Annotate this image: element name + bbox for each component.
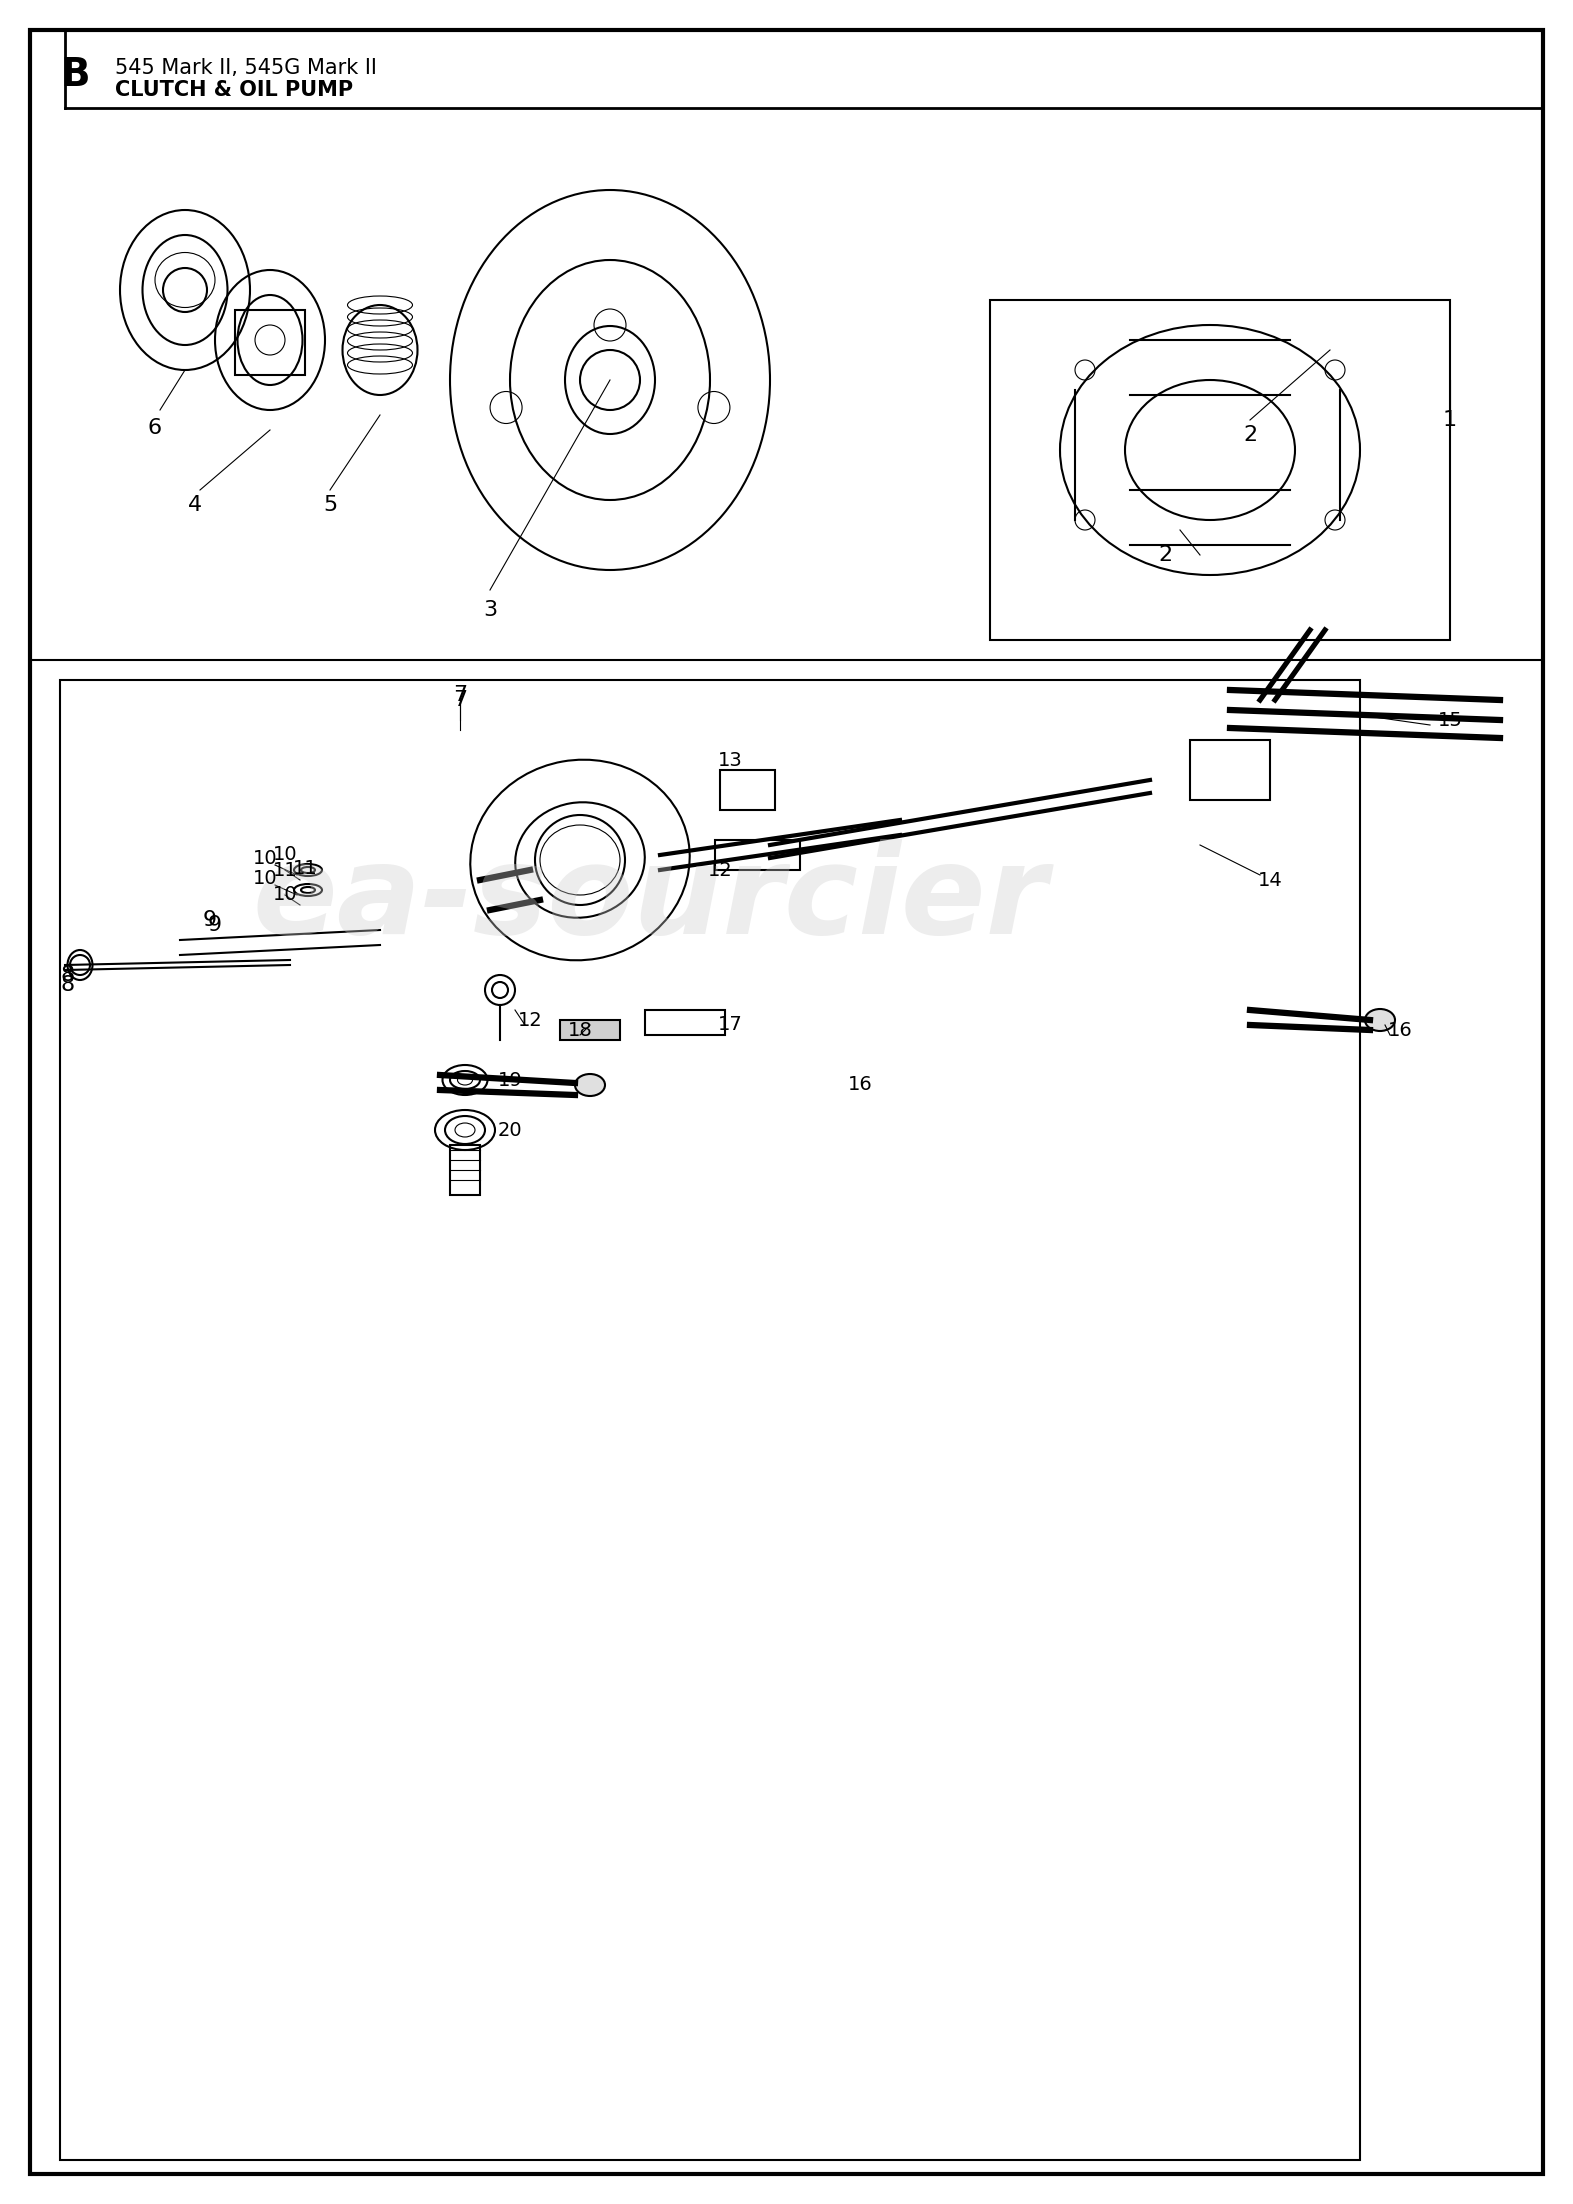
Text: 17: 17 xyxy=(717,1016,742,1034)
Text: 6: 6 xyxy=(148,419,162,439)
Text: ea-sourcier: ea-sourcier xyxy=(252,840,1048,961)
Text: B: B xyxy=(60,55,90,95)
Bar xyxy=(1191,741,1269,800)
Ellipse shape xyxy=(1365,1009,1395,1031)
Text: 1: 1 xyxy=(1442,410,1457,430)
Bar xyxy=(989,300,1450,639)
Text: 10: 10 xyxy=(253,868,277,888)
Text: 2: 2 xyxy=(1158,544,1172,564)
Text: 5: 5 xyxy=(322,496,337,516)
Text: 9: 9 xyxy=(203,910,217,930)
Text: 15: 15 xyxy=(1438,710,1463,730)
Text: 16: 16 xyxy=(848,1076,873,1095)
Text: 9: 9 xyxy=(208,915,222,934)
Bar xyxy=(60,681,1361,2160)
Text: 2: 2 xyxy=(1243,425,1257,445)
Bar xyxy=(716,840,801,871)
Text: 11: 11 xyxy=(293,860,318,877)
Text: 10: 10 xyxy=(272,886,297,904)
Bar xyxy=(645,1009,725,1036)
Bar xyxy=(450,1146,480,1195)
Text: 13: 13 xyxy=(717,752,742,769)
Text: 19: 19 xyxy=(497,1071,522,1089)
Text: 7: 7 xyxy=(453,685,467,705)
Ellipse shape xyxy=(576,1073,606,1095)
Text: 14: 14 xyxy=(1258,871,1282,890)
Bar xyxy=(234,311,305,375)
Text: 8: 8 xyxy=(61,965,76,985)
Text: 4: 4 xyxy=(187,496,201,516)
Text: 545 Mark II, 545G Mark II: 545 Mark II, 545G Mark II xyxy=(115,57,378,77)
Text: 16: 16 xyxy=(1387,1020,1413,1040)
Text: 8: 8 xyxy=(61,974,76,994)
Text: 10: 10 xyxy=(272,846,297,864)
Text: 18: 18 xyxy=(568,1020,593,1040)
Bar xyxy=(560,1020,620,1040)
Text: CLUTCH & OIL PUMP: CLUTCH & OIL PUMP xyxy=(115,79,352,99)
Text: 11: 11 xyxy=(272,860,297,879)
Text: 12: 12 xyxy=(518,1009,543,1029)
Ellipse shape xyxy=(68,950,93,981)
Text: 3: 3 xyxy=(483,599,497,619)
Text: 7: 7 xyxy=(453,690,467,710)
Text: 20: 20 xyxy=(497,1120,522,1139)
Text: 10: 10 xyxy=(253,849,277,868)
Bar xyxy=(720,769,775,811)
Text: 12: 12 xyxy=(708,860,733,879)
